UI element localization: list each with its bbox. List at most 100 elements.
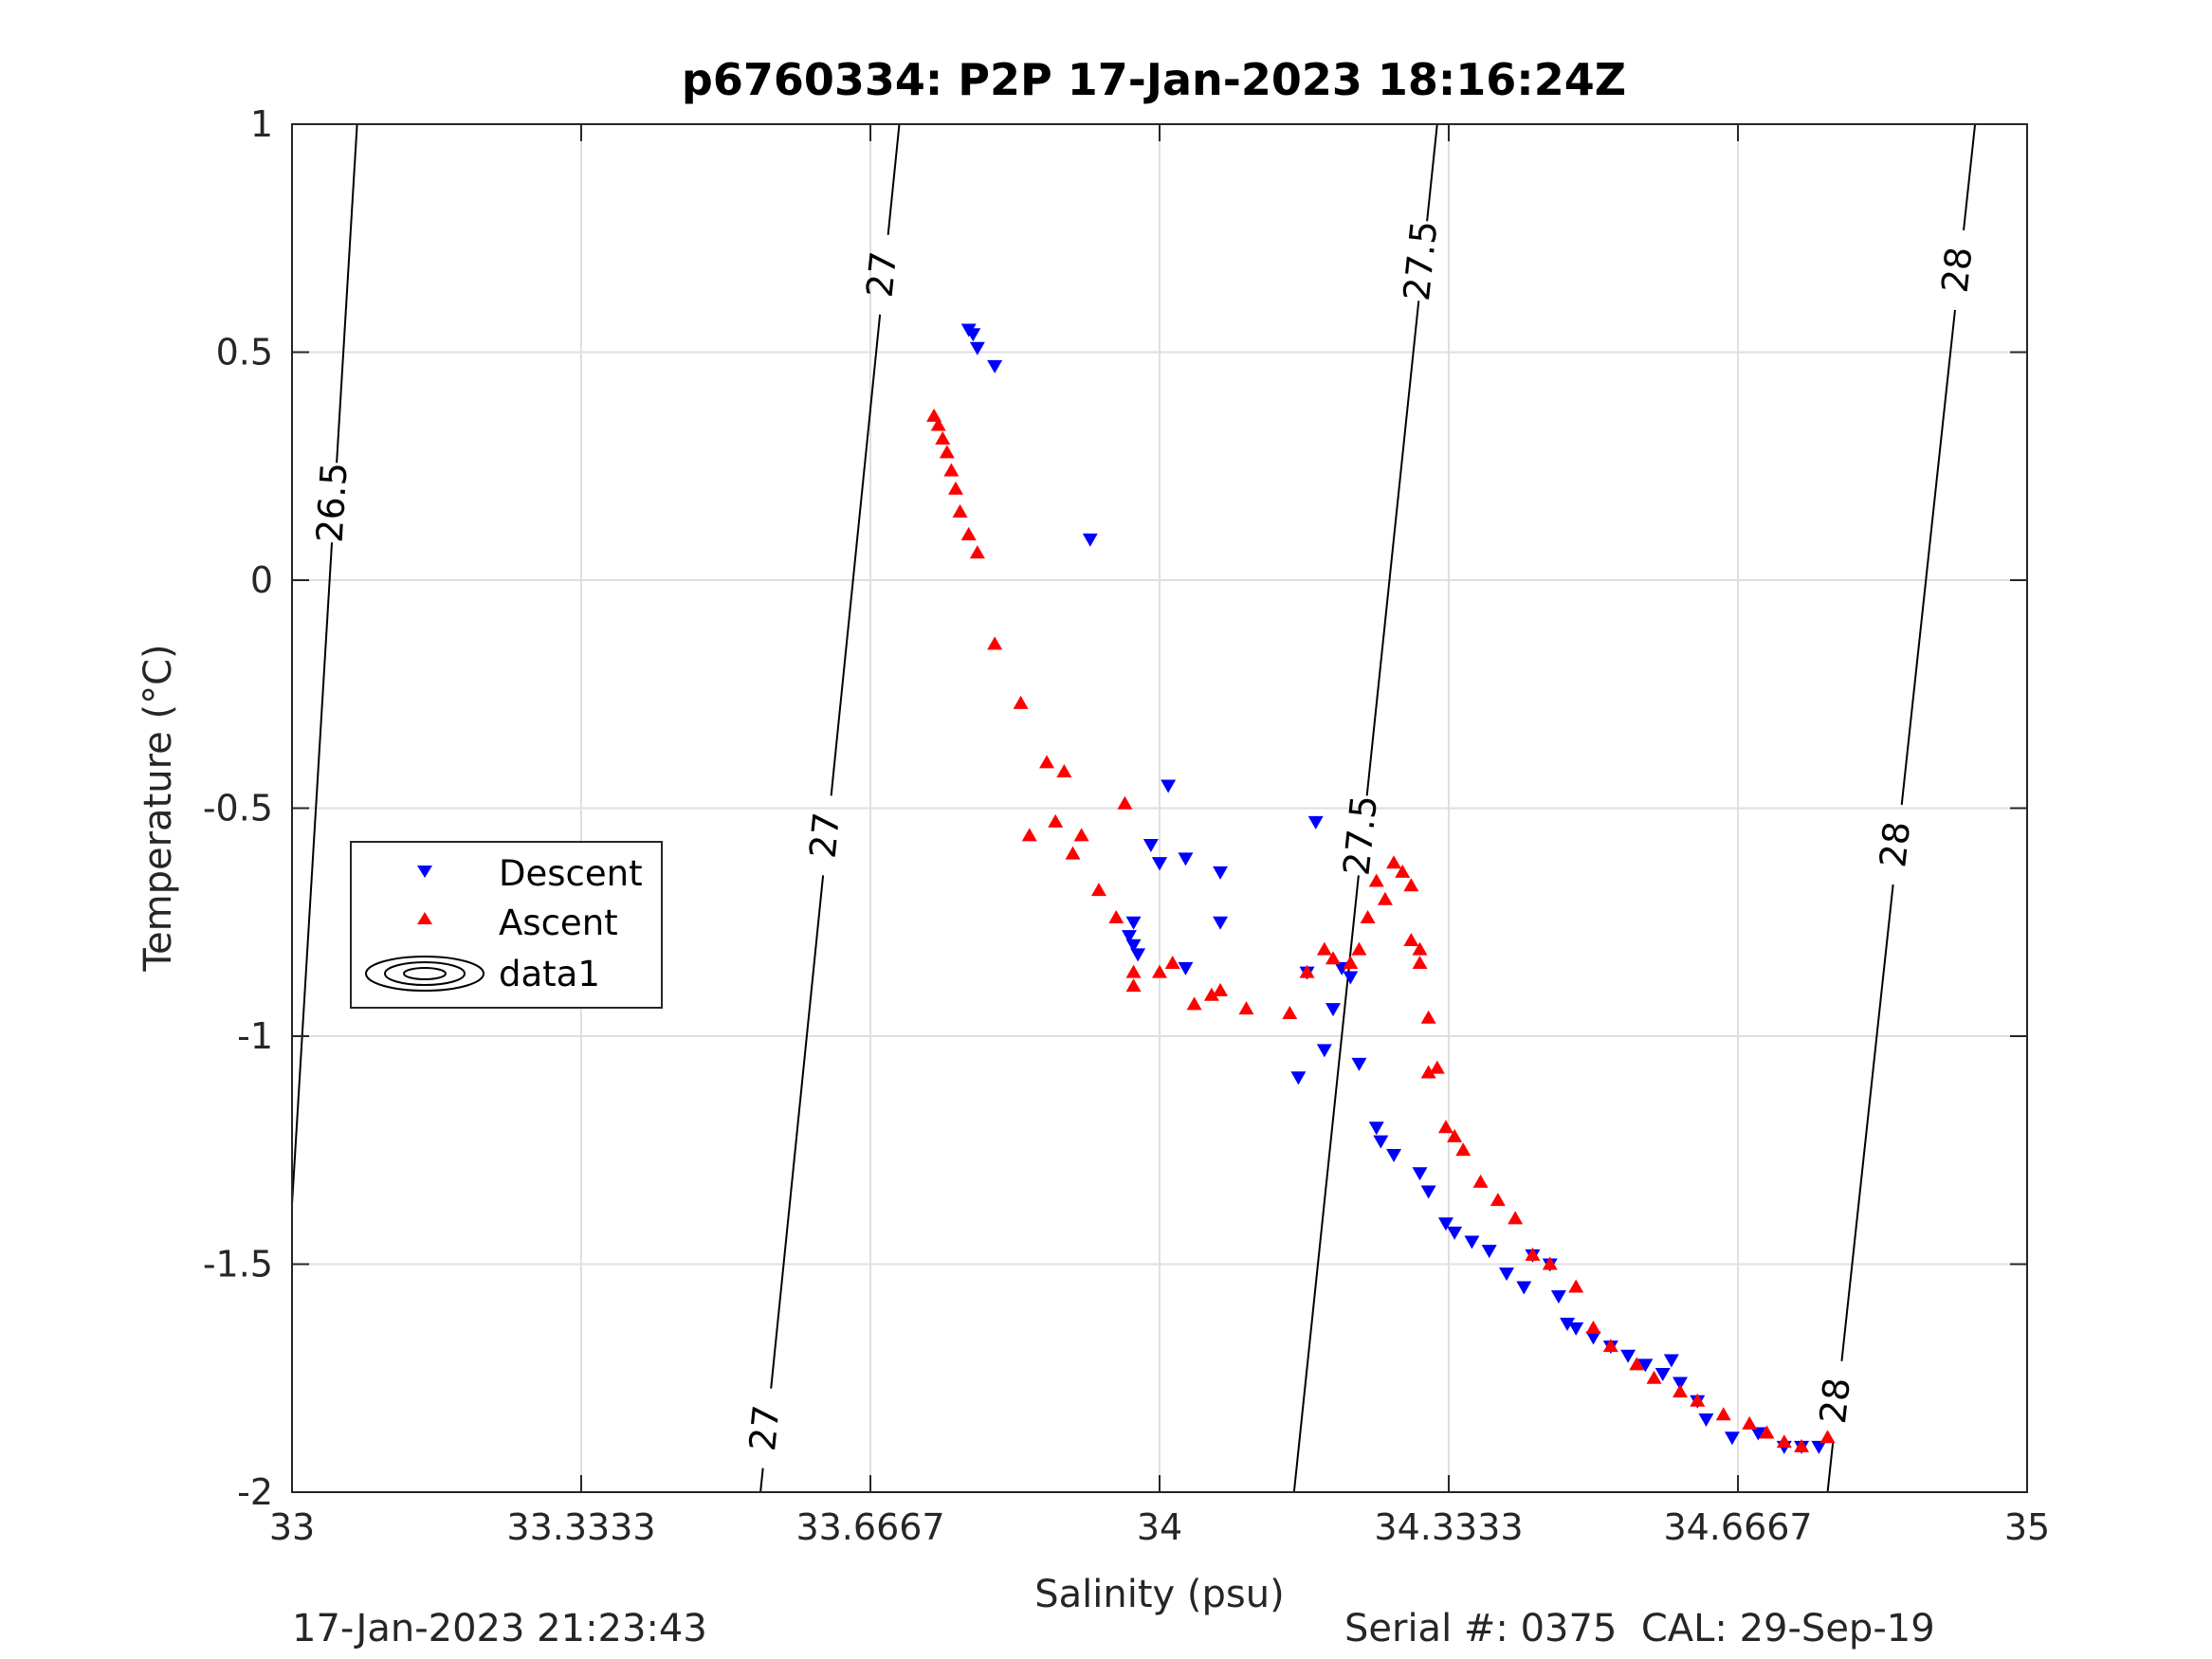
contour-label: 27 (741, 1403, 788, 1453)
y-tick-label: 1 (250, 103, 273, 145)
ascent-point (1360, 909, 1376, 923)
ascent-point (1508, 1211, 1524, 1225)
descent-point (1082, 533, 1098, 547)
y-tick-label: 0 (250, 559, 273, 601)
ascent-point (1021, 828, 1037, 842)
descent-point (1125, 916, 1142, 930)
ascent-point (1164, 956, 1180, 970)
contour-line (830, 314, 882, 796)
ascent-point (926, 408, 942, 422)
descent-point (1213, 916, 1229, 930)
descent-point (1620, 1349, 1636, 1363)
contour-line (336, 124, 358, 464)
contour-label: 28 (1934, 245, 1981, 295)
contour-label: 27.5 (1396, 219, 1446, 303)
descent-point (1698, 1413, 1714, 1428)
grid (292, 124, 2027, 1492)
descent-point (1290, 1071, 1307, 1085)
contour-line (770, 875, 825, 1389)
x-tick-label: 33.3333 (506, 1506, 655, 1548)
ascent-point (1238, 1001, 1254, 1015)
y-tick-label: -1.5 (203, 1244, 273, 1285)
y-tick-label: -1 (237, 1015, 273, 1057)
descent-point (1178, 961, 1194, 975)
ascent-point (1455, 1142, 1472, 1157)
descent-point (1325, 1003, 1341, 1017)
x-tick-label: 33 (269, 1506, 315, 1548)
contour-line (1426, 124, 1438, 222)
ascent-point (1299, 964, 1315, 978)
descent-point (1447, 1226, 1463, 1240)
ascent-point (1690, 1393, 1706, 1407)
descent-point (1412, 1167, 1428, 1181)
descent-point (1307, 815, 1324, 830)
descent-point (1213, 866, 1229, 880)
ascent-point (1437, 1120, 1453, 1134)
x-axis-label: Salinity (psu) (1034, 1573, 1284, 1616)
legend-box (350, 841, 663, 1009)
descent-point (965, 328, 981, 342)
ascent-point (1152, 964, 1167, 978)
descent-point (1750, 1427, 1766, 1441)
ascent-point (1368, 873, 1384, 887)
descent-point (1464, 1235, 1480, 1249)
ascent-point (939, 445, 955, 459)
descent-point (1724, 1431, 1740, 1446)
ascent-point (1542, 1256, 1558, 1270)
x-tick-label: 34.3333 (1374, 1506, 1523, 1548)
ascent-point (1602, 1339, 1618, 1353)
y-tick-label: -0.5 (203, 788, 273, 830)
ascent-point (1048, 813, 1064, 828)
legend-data1-label: data1 (499, 954, 600, 994)
x-tick-label: 35 (2004, 1506, 2050, 1548)
contour-line (887, 124, 901, 235)
ascent-point (1125, 964, 1142, 978)
ascent-point (960, 526, 977, 540)
descent-point (1420, 1185, 1436, 1199)
x-tick-label: 34 (1137, 1506, 1182, 1548)
ascent-point (943, 463, 960, 477)
ascent-point (930, 417, 946, 431)
ascent-point (1203, 987, 1219, 1001)
ascent-point (1673, 1384, 1688, 1398)
descent-point (1178, 852, 1194, 866)
ascent-point (1490, 1193, 1506, 1207)
ascent-point (1412, 956, 1428, 970)
contour-line (1365, 301, 1420, 796)
ascent-point (1776, 1434, 1792, 1449)
serial-cal-footer: Serial #: 0375 CAL: 29-Sep-19 (1344, 1607, 1935, 1650)
ascent-point (1013, 695, 1029, 709)
legend-descent-label: Descent (499, 853, 643, 894)
descent-point (1161, 779, 1177, 793)
x-tick-label: 34.6667 (1663, 1506, 1812, 1548)
descent-point (1343, 971, 1359, 985)
ascent-point (1447, 1128, 1463, 1142)
descent-point (1125, 939, 1142, 953)
contour-label: 27.5 (1335, 793, 1385, 878)
sigma-contours: 26.5 27 27 27 27.5 27.5 28 28 28 (292, 124, 1981, 1492)
descent-point (1351, 1057, 1367, 1071)
contour-label: 28 (1812, 1376, 1858, 1426)
contour-line (1840, 884, 1894, 1361)
y-tick-label: 0.5 (216, 332, 273, 374)
legend-ascent-label: Ascent (499, 902, 618, 943)
ascent-point (1039, 755, 1055, 769)
ascent-point (1343, 956, 1359, 970)
ascent-point (1377, 891, 1393, 905)
descent-point (1130, 948, 1146, 962)
descent-point (1811, 1440, 1827, 1454)
ascent-point (952, 503, 968, 518)
contour-label: 27 (802, 811, 849, 861)
ascent-point (1056, 764, 1072, 778)
ascent-point (1325, 951, 1341, 965)
ascent-point (1108, 909, 1124, 923)
chart-title: p6760334: P2P 17-Jan-2023 18:16:24Z (682, 54, 1626, 105)
ascent-point (1525, 1247, 1541, 1261)
ascent-point (1819, 1430, 1836, 1444)
descent-point (1368, 1121, 1384, 1136)
ascent-point (1403, 932, 1419, 946)
descent-point (969, 341, 985, 356)
descent-point (1637, 1358, 1654, 1373)
descent-point (1152, 857, 1167, 871)
